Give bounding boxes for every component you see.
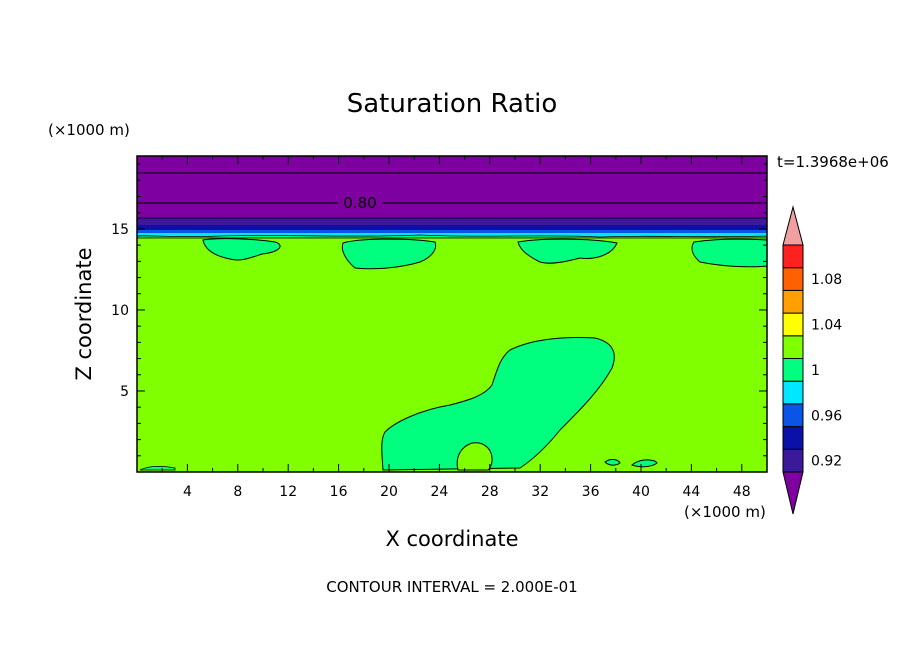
x-tick-label: 16 <box>330 484 348 500</box>
colorbar-tick-label: 0.92 <box>811 454 842 470</box>
colorbar-swatch <box>782 358 804 382</box>
plot-frame <box>136 155 768 473</box>
y-tick-label: 15 <box>111 222 129 238</box>
upper-band-edge <box>136 234 768 239</box>
colorbar-swatch <box>782 244 804 269</box>
colorbar-swatch <box>782 426 804 450</box>
surface-patch-right <box>631 459 658 468</box>
x-unit-label: (×1000 m) <box>684 503 766 521</box>
colorbar-arrow-top <box>782 205 804 246</box>
x-axis-ticks: 4 8 12 16 20 24 28 32 36 40 44 48 <box>161 156 751 500</box>
colorbar-swatch <box>782 335 804 359</box>
x-tick-label: 44 <box>682 484 700 500</box>
upper-band-098 <box>137 233 767 237</box>
x-tick-label: 20 <box>380 484 398 500</box>
colorbar-swatch <box>782 448 804 473</box>
moist-patch-2 <box>341 238 437 270</box>
time-label: t=1.3968e+06 <box>777 153 889 171</box>
colorbar-arrow-bottom <box>782 471 804 515</box>
moist-patch-1 <box>202 238 281 261</box>
y-axis-label: Z coordinate <box>72 247 96 380</box>
x-tick-label: 4 <box>183 484 192 500</box>
upper-band-dry <box>137 156 767 218</box>
y-tick-label: 10 <box>111 303 129 319</box>
surface-patch-mid <box>604 459 621 466</box>
colorbar-tick-label: 1 <box>811 363 820 379</box>
x-tick-label: 48 <box>733 484 751 500</box>
colorbar-tick-label: 1.08 <box>811 272 842 288</box>
contour-label-080: 0.80 <box>343 194 376 212</box>
colorbar-swatch <box>782 403 804 428</box>
x-axis-label: X coordinate <box>385 527 518 551</box>
x-tick-label: 40 <box>632 484 650 500</box>
y-unit-label: (×1000 m) <box>48 121 130 139</box>
colorbar-tick-label: 0.96 <box>811 408 842 424</box>
x-tick-label: 8 <box>233 484 242 500</box>
plot-area: 0.80 <box>136 155 768 473</box>
colorbar: 0.92 0.96 1 1.04 1.08 <box>782 205 842 515</box>
x-tick-label: 12 <box>279 484 297 500</box>
moist-plume <box>381 337 615 471</box>
colorbar-swatch <box>782 289 804 314</box>
contour-interval-footer: CONTOUR INTERVAL = 2.000E-01 <box>326 578 577 596</box>
x-tick-label: 36 <box>582 484 600 500</box>
x-tick-label: 32 <box>531 484 549 500</box>
moist-patch-4 <box>691 238 768 268</box>
colorbar-tick-label: 1.04 <box>811 317 842 333</box>
x-tick-label: 24 <box>430 484 448 500</box>
surface-patch-left <box>139 465 176 471</box>
moist-patch-3 <box>517 238 618 264</box>
colorbar-swatch <box>782 312 804 337</box>
upper-band-096 <box>137 230 767 233</box>
colorbar-swatch <box>782 380 804 405</box>
y-tick-label: 5 <box>120 384 129 400</box>
upper-band-092 <box>137 218 767 225</box>
x-tick-label: 28 <box>481 484 499 500</box>
colorbar-swatch <box>782 267 804 291</box>
chart-title: Saturation Ratio <box>347 89 558 119</box>
y-axis-ticks: 5 10 15 <box>111 163 767 457</box>
upper-band-094 <box>137 225 767 230</box>
